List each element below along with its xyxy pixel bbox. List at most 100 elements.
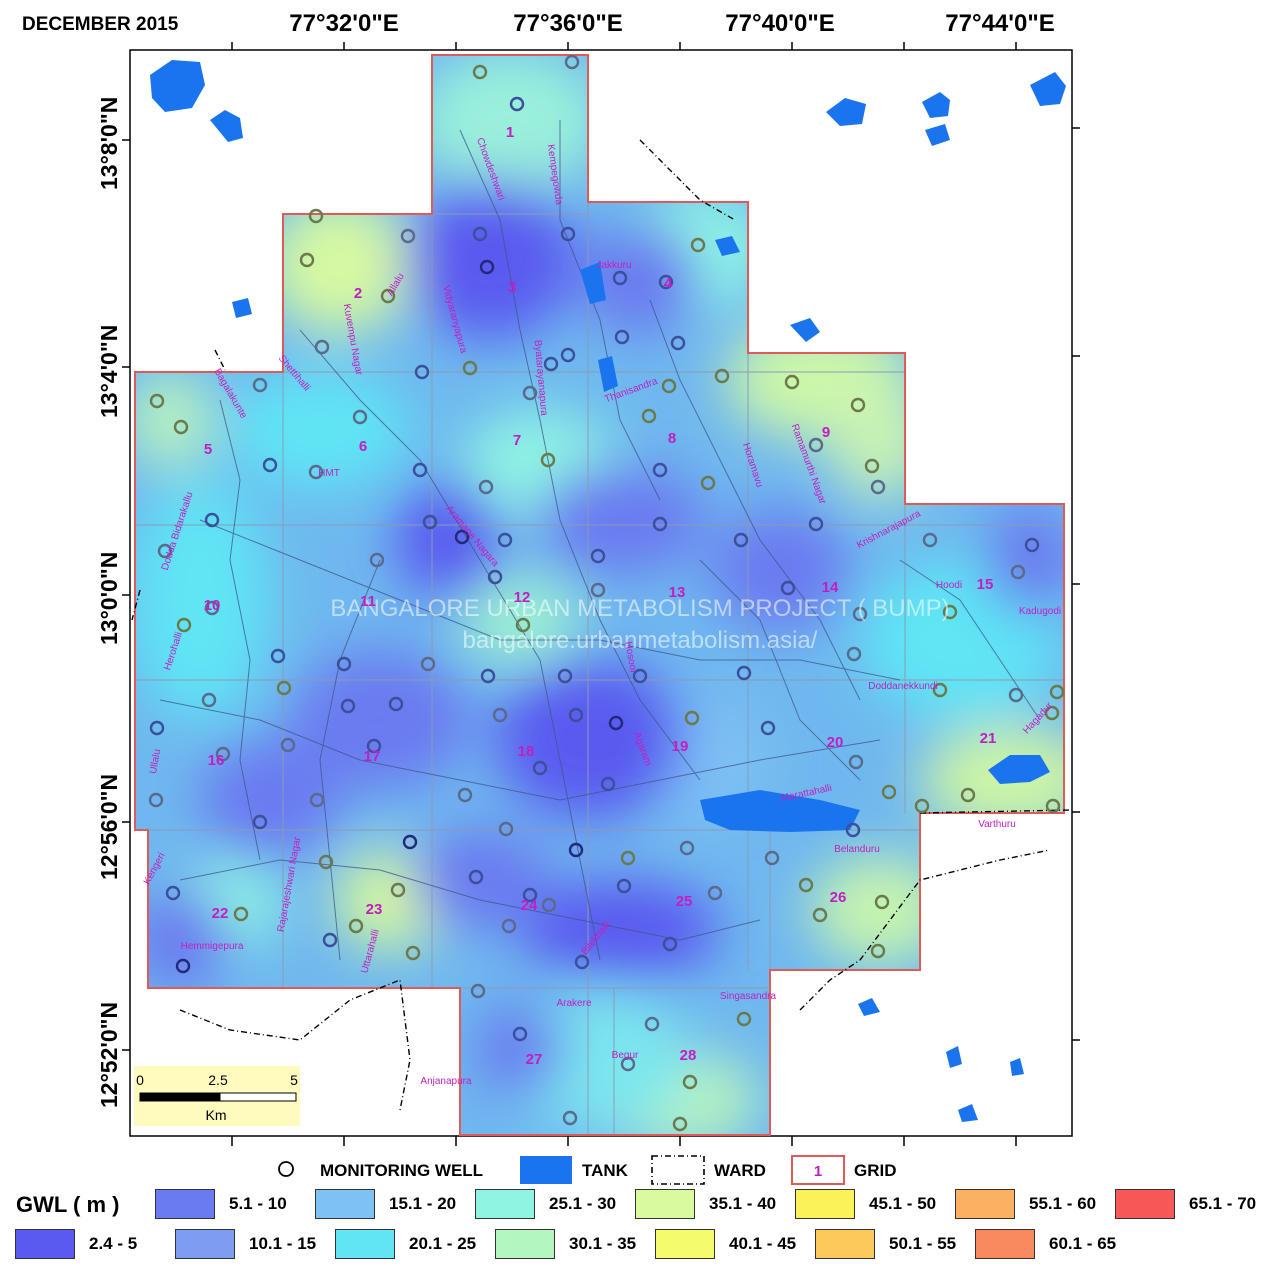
legend-swatch (795, 1189, 855, 1219)
symbol-legend: MONITORING WELL TANK WARD 1 GRID (278, 1155, 897, 1185)
grid-number: 2 (354, 285, 362, 302)
legend-swatch (475, 1189, 535, 1219)
place-label: Doddanekkundi (868, 681, 938, 692)
legend-class: 55.1 - 60 (955, 1189, 1096, 1219)
legend-class: 15.1 - 20 (315, 1189, 456, 1219)
legend-class-label: 60.1 - 65 (1049, 1234, 1117, 1253)
grid-number: 11 (360, 593, 376, 610)
legend-swatch (635, 1189, 695, 1219)
place-label: Anjanapura (420, 1076, 472, 1087)
legend-swatch (155, 1189, 215, 1219)
legend-class: 2.4 - 5 (15, 1229, 137, 1259)
legend-swatch (815, 1229, 875, 1259)
lat-label: 13°0'0"N (96, 551, 122, 645)
grid-lines (135, 202, 1064, 1135)
grid-swatch-number: 1 (814, 1163, 822, 1180)
lon-label: 77°40'0"E (725, 10, 835, 37)
grid-number: 28 (680, 1047, 697, 1064)
grid-swatch (791, 1155, 845, 1185)
grid-number: 14 (822, 579, 839, 596)
legend-class-label: 35.1 - 40 (709, 1194, 777, 1213)
grid-number: 10 (204, 597, 221, 614)
grid-number: 4 (664, 275, 673, 292)
grid-number: 8 (668, 430, 676, 447)
grid-number: 23 (366, 901, 383, 918)
legend-class: 45.1 - 50 (795, 1189, 936, 1219)
place-label: Kadugodi (1019, 606, 1061, 617)
place-label: Arakere (556, 998, 591, 1009)
grid-number: 1 (506, 124, 514, 141)
grid-numbers: 1 2 3 4 5 6 7 8 9 10 11 12 13 14 15 16 1… (204, 124, 997, 1068)
legend-class-label: 2.4 - 5 (89, 1234, 138, 1253)
grid-number: 22 (212, 905, 229, 922)
legend-grid-label: GRID (854, 1161, 897, 1180)
legend-class: 35.1 - 40 (635, 1189, 776, 1219)
legend-swatch (975, 1229, 1035, 1259)
grid-number: 9 (822, 424, 830, 441)
lat-label: 12°56'0"N (96, 773, 122, 880)
watermark-url: bangalore.urbanmetabolism.asia/ (463, 627, 818, 654)
lon-label: 77°36'0"E (513, 10, 623, 37)
grid-number: 25 (676, 893, 693, 910)
place-label: Singasandra (720, 991, 777, 1002)
legend-class: 30.1 - 35 (495, 1229, 636, 1259)
legend-class: 65.1 - 70 (1115, 1189, 1256, 1219)
grid-number: 17 (364, 748, 381, 765)
ward-boundary (131, 139, 1071, 1111)
place-label: Hoodi (936, 580, 962, 591)
place-label: Hemmigepura (181, 941, 244, 952)
grid-number: 13 (669, 584, 686, 601)
legend-swatch (15, 1229, 75, 1259)
grid-number: 6 (359, 438, 367, 455)
legend-class-label: 5.1 - 10 (229, 1194, 287, 1213)
scale-tick-5: 5 (290, 1072, 298, 1088)
legend-class-label: 45.1 - 50 (869, 1194, 937, 1213)
grid-number: 3 (508, 279, 516, 296)
axis-ticks (122, 42, 1080, 1146)
lat-label: 13°8'0"N (96, 96, 122, 190)
legend-class-label: 55.1 - 60 (1029, 1194, 1097, 1213)
lon-label: 77°44'0"E (945, 10, 1055, 37)
grid-number: 27 (526, 1051, 543, 1068)
legend-class-label: 20.1 - 25 (409, 1234, 477, 1253)
scale-bar: 0 2.5 5 Km (134, 1066, 300, 1126)
lat-label: 12°52'0"N (96, 1001, 122, 1108)
legend-swatch (175, 1229, 235, 1259)
legend-swatch (1115, 1189, 1175, 1219)
legend-class: 10.1 - 15 (175, 1229, 316, 1259)
place-label: Jakkuru (596, 260, 631, 271)
grid-number: 21 (980, 730, 997, 747)
legend-class: 20.1 - 25 (335, 1229, 476, 1259)
grid-number: 12 (514, 589, 531, 606)
legend-class-label: 15.1 - 20 (389, 1194, 457, 1213)
legend-class: 60.1 - 65 (975, 1229, 1116, 1259)
inner-tanks (580, 236, 1050, 832)
legend-class-label: 50.1 - 55 (889, 1234, 957, 1253)
place-label: Begur (612, 1050, 639, 1061)
gwl-legend-title: GWL ( m ) (16, 1192, 120, 1217)
ward-swatch (651, 1155, 705, 1185)
legend-swatch (655, 1229, 715, 1259)
legend-class: 25.1 - 30 (475, 1189, 616, 1219)
legend-tank-label: TANK (582, 1161, 629, 1180)
scale-tick-0: 0 (136, 1072, 144, 1088)
legend-class-label: 40.1 - 45 (729, 1234, 797, 1253)
grid-number: 16 (208, 752, 225, 769)
grid-number: 18 (518, 743, 535, 760)
legend-class: 5.1 - 10 (155, 1189, 287, 1219)
legend-well-label: MONITORING WELL (320, 1161, 483, 1180)
tank-shapes (150, 60, 1066, 1122)
grid-number: 7 (513, 432, 521, 449)
legend-class-label: 30.1 - 35 (569, 1234, 637, 1253)
grid-number: 15 (977, 576, 994, 593)
legend-class-label: 65.1 - 70 (1189, 1194, 1257, 1213)
legend-class: 40.1 - 45 (655, 1229, 796, 1259)
legend-class: 50.1 - 55 (815, 1229, 956, 1259)
legend-ward-label: WARD (714, 1161, 766, 1180)
watermark-title: BANGALORE URBAN METABOLISM PROJECT ( BUM… (330, 595, 949, 622)
ward-network (159, 120, 1041, 961)
scale-unit: Km (206, 1107, 227, 1123)
legend-swatch (335, 1229, 395, 1259)
legend-class-label: 10.1 - 15 (249, 1234, 317, 1253)
